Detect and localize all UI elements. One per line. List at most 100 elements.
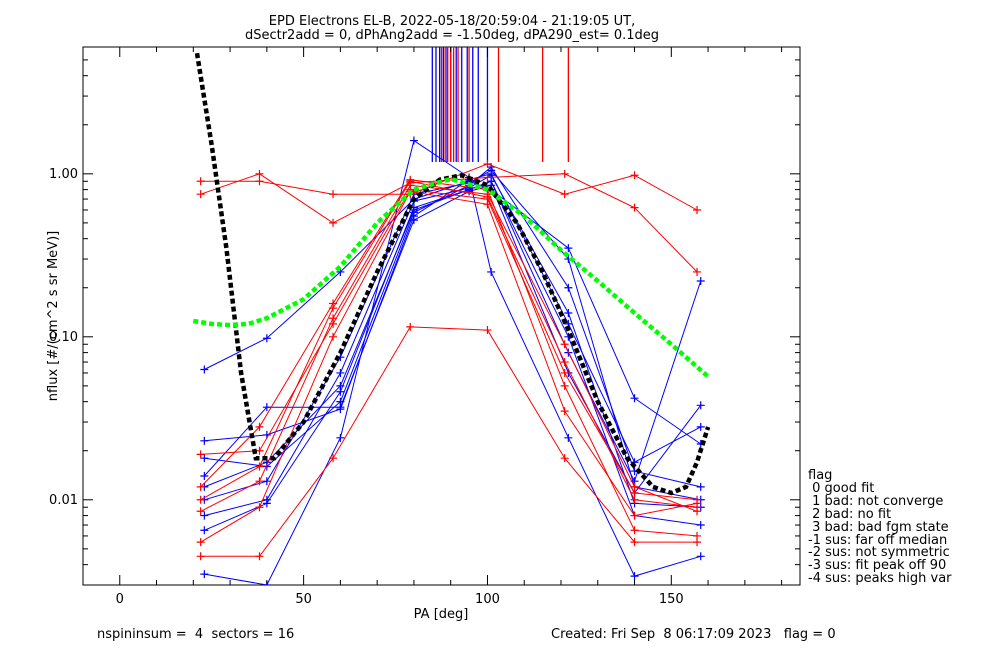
data-point-blue (200, 471, 209, 480)
data-point-blue (696, 482, 705, 491)
data-point-blue (564, 244, 573, 253)
data-point-blue (200, 436, 209, 445)
chart-title-line2: dSectr2add = 0, dPhAng2add = -1.50deg, d… (245, 28, 659, 43)
data-point-blue (200, 454, 209, 463)
data-point-red (560, 368, 569, 377)
x-tick-label: 150 (659, 592, 684, 607)
axis-layer: 0 50 100 150 0.01 0.10 1.00 (49, 46, 800, 607)
data-point-blue (696, 276, 705, 285)
data-point-blue (200, 526, 209, 535)
data-point-red (483, 326, 492, 335)
chart-title-line1: EPD Electrons EL-B, 2022-05-18/20:59:04 … (269, 14, 635, 29)
data-point-red (560, 407, 569, 416)
x-tick-label: 100 (475, 592, 500, 607)
fit-curve-black (194, 52, 711, 496)
data-point-red (255, 446, 264, 455)
footer-created-info: Created: Fri Sep 8 06:17:09 2023 flag = … (551, 627, 836, 642)
x-tick-label: 0 (116, 592, 124, 607)
series-line-blue (204, 180, 702, 488)
data-point-red (630, 495, 639, 504)
data-point-red (196, 450, 205, 459)
data-layer (192, 47, 711, 585)
data-point-red (560, 454, 569, 463)
series-line-red (200, 179, 698, 537)
legend-item: -2 sus: not symmetric (808, 545, 950, 561)
data-point-blue (262, 403, 271, 412)
data-point-red (560, 169, 569, 178)
data-point-blue (262, 495, 271, 504)
legend-item: 2 bad: no fit (808, 506, 892, 522)
data-point-red (196, 538, 205, 547)
data-point-blue (262, 477, 271, 486)
legend-item: 3 bad: bad fgm state (808, 519, 949, 535)
data-point-blue (409, 216, 418, 225)
data-point-blue (630, 394, 639, 403)
data-point-red (196, 177, 205, 186)
data-point-red (255, 422, 264, 431)
data-point-red (483, 200, 492, 209)
data-point-red (329, 299, 338, 308)
data-point-red (406, 175, 415, 184)
series-line-red (200, 173, 698, 273)
series-line-red (200, 184, 698, 512)
y-tick-label: 0.10 (49, 330, 78, 345)
data-point-red (560, 340, 569, 349)
data-point-red (196, 482, 205, 491)
data-point-red (693, 499, 702, 508)
data-point-red (483, 159, 492, 168)
data-point-blue (696, 521, 705, 530)
x-axis-label: PA [deg] (414, 607, 469, 622)
data-point-red (196, 190, 205, 199)
flag-legend: flag 0 good fit 1 bad: not converge 2 ba… (808, 468, 952, 587)
data-point-blue (200, 570, 209, 579)
data-point-red (560, 358, 569, 367)
data-point-blue (564, 308, 573, 317)
data-point-red (196, 552, 205, 561)
data-point-red (255, 503, 264, 512)
data-point-red (630, 489, 639, 498)
series-line-blue (204, 180, 701, 445)
data-point-red (255, 552, 264, 561)
data-point-blue (262, 334, 271, 343)
data-point-red (630, 171, 639, 180)
data-point-red (329, 332, 338, 341)
data-point-red (630, 538, 639, 547)
series-line-red (200, 189, 698, 501)
data-point-blue (336, 403, 345, 412)
data-point-blue (487, 267, 496, 276)
y-axis-label: nflux [#/(cm^2 s sr MeV)] (46, 231, 61, 401)
data-point-red (693, 205, 702, 214)
data-point-red (560, 190, 569, 199)
data-point-blue (564, 283, 573, 292)
data-point-red (329, 218, 338, 227)
legend-item: -4 sus: peaks high var (808, 571, 952, 587)
series-line-blue (204, 139, 701, 585)
data-point-red (255, 169, 264, 178)
data-point-blue (336, 381, 345, 390)
fit-curve-green (192, 176, 710, 379)
y-tick-label: 1.00 (49, 167, 78, 182)
data-point-red (693, 531, 702, 540)
data-point-red (630, 526, 639, 535)
data-point-blue (200, 365, 209, 374)
data-point-blue (564, 433, 573, 442)
data-point-blue (200, 511, 209, 520)
data-point-red (693, 267, 702, 276)
legend-item: 1 bad: not converge (808, 493, 944, 509)
series-line-red (200, 180, 698, 508)
data-point-blue (409, 205, 418, 214)
data-point-blue (696, 422, 705, 431)
data-point-blue (696, 401, 705, 410)
data-point-red (630, 203, 639, 212)
data-point-red (196, 507, 205, 516)
data-point-red (329, 319, 338, 328)
data-point-red (329, 190, 338, 199)
data-point-red (406, 322, 415, 331)
legend-title: flag (808, 468, 833, 483)
data-point-blue (696, 552, 705, 561)
data-point-blue (336, 433, 345, 442)
data-point-blue (487, 169, 496, 178)
legend-item: -1 sus: far off median (808, 532, 948, 548)
footer-spin-info: nspininsum = 4 sectors = 16 (97, 627, 295, 642)
